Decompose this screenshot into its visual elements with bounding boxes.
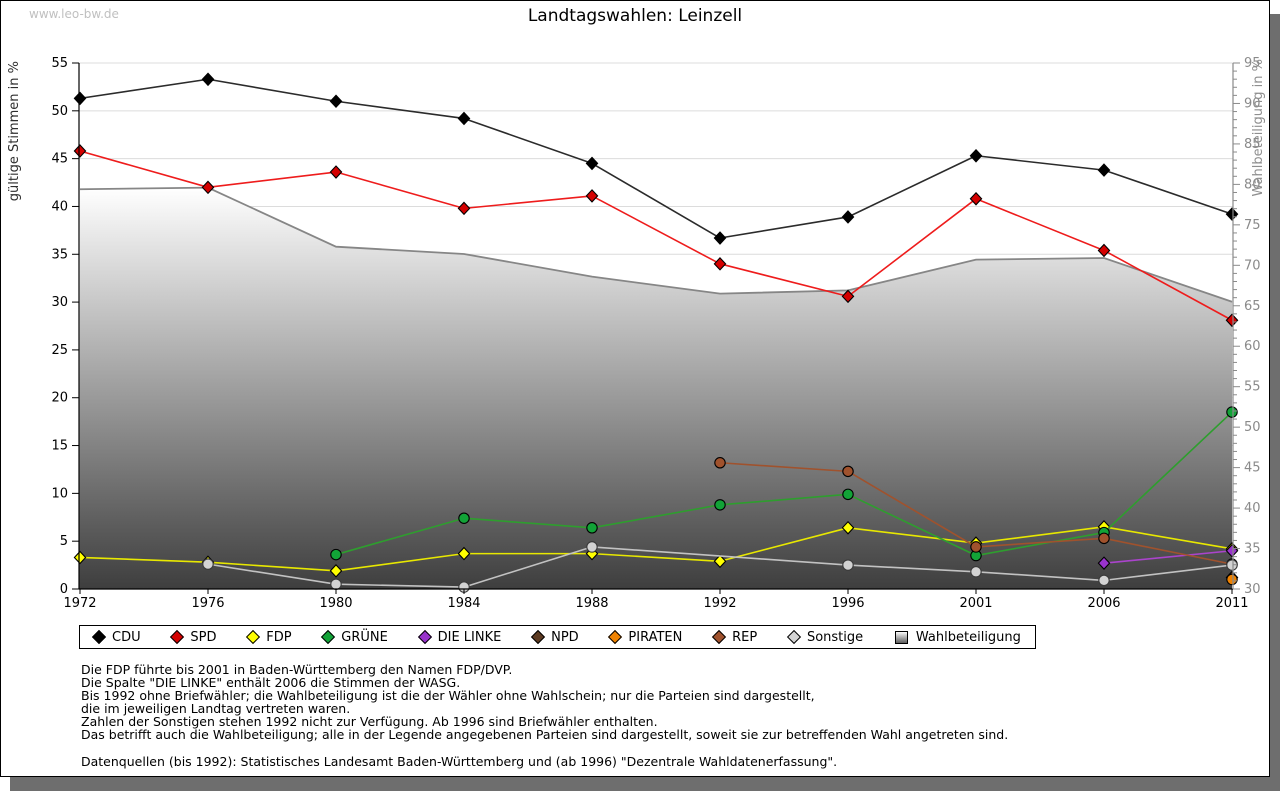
legend-label: PIRATEN (628, 629, 683, 645)
legend-item-cdu: CDU (91, 629, 141, 645)
legend-item-wahlbeteiligung: Wahlbeteiligung (894, 629, 1021, 645)
svg-text:40: 40 (1244, 501, 1261, 516)
svg-text:35: 35 (1244, 542, 1261, 557)
footnote-line: die im jeweiligen Landtag vertreten ware… (81, 701, 351, 717)
footnote-line: Zahlen der Sonstigen stehen 1992 nicht z… (81, 714, 658, 730)
svg-text:20: 20 (51, 391, 68, 406)
legend-label: FDP (266, 629, 292, 645)
legend-marker-icon (608, 629, 623, 645)
svg-text:2001: 2001 (959, 596, 992, 611)
svg-text:1984: 1984 (447, 596, 480, 611)
legend-marker-icon (786, 629, 802, 645)
legend-item-sonstige: Sonstige (786, 629, 864, 645)
svg-text:55: 55 (51, 56, 68, 71)
legend-label: Sonstige (806, 629, 864, 645)
svg-text:2006: 2006 (1087, 596, 1120, 611)
svg-text:50: 50 (1244, 420, 1261, 435)
footnote-line: Bis 1992 ohne Briefwähler; die Wahlbetei… (81, 688, 815, 704)
legend-label: NPD (551, 629, 579, 645)
svg-text:0: 0 (60, 582, 68, 597)
svg-text:10: 10 (51, 486, 68, 501)
legend-marker-icon (246, 629, 261, 645)
left-axis-title: gültige Stimmen in % (7, 61, 22, 202)
svg-text:50: 50 (51, 104, 68, 119)
svg-text:30: 30 (51, 295, 68, 310)
svg-text:60: 60 (1244, 339, 1261, 354)
svg-text:40: 40 (51, 199, 68, 214)
footnote-line: Das betrifft auch die Wahlbeteiligung; a… (81, 727, 1009, 743)
legend-label: Wahlbeteiligung (915, 629, 1021, 645)
series-grüne (330, 406, 1238, 562)
legend-marker-icon (91, 629, 107, 645)
series-die-linke (1097, 543, 1239, 570)
legend-item-npd: NPD (531, 629, 579, 645)
legend-item-spd: SPD (170, 629, 217, 645)
legend-marker-icon (531, 629, 546, 645)
svg-text:5: 5 (60, 534, 68, 549)
svg-text:2011: 2011 (1215, 596, 1248, 611)
series-spd (73, 144, 1239, 328)
wahlbeteiligung-area (79, 187, 1232, 590)
right-y-axis: 30 35 40 45 50 55 60 65 70 75 80 85 90 95 (1232, 56, 1261, 597)
legend-label: SPD (190, 629, 217, 645)
svg-text:90: 90 (1244, 96, 1261, 111)
series-piraten (1226, 573, 1238, 586)
watermark: www.leo-bw.de (29, 7, 119, 21)
legend-label: GRÜNE (341, 629, 388, 645)
legend-label: CDU (112, 629, 141, 645)
right-axis-title: Wahlbeteiligung in % (1251, 59, 1266, 197)
svg-text:1988: 1988 (575, 596, 608, 611)
svg-text:1992: 1992 (703, 596, 736, 611)
svg-text:75: 75 (1244, 218, 1261, 233)
svg-text:55: 55 (1244, 380, 1261, 395)
svg-text:1980: 1980 (319, 596, 352, 611)
x-axis: 1972 1976 1980 1984 1988 1992 1996 2001 2006 2011 (63, 588, 1249, 611)
legend-label: DIE LINKE (437, 629, 502, 645)
series-cdu (73, 72, 1239, 245)
legend-marker-icon (894, 630, 908, 644)
footnote-line: Die Spalte "DIE LINKE" enthält 2006 die … (81, 675, 461, 691)
legend-marker-icon (712, 629, 727, 645)
legend-marker-icon (321, 629, 336, 645)
svg-text:1996: 1996 (831, 596, 864, 611)
legend: CDU SPD FDP GRÜNE DIE LINKE NPD PIRATEN REP Sons… (79, 625, 1036, 649)
legend-item-rep: REP (712, 629, 758, 645)
svg-text:1972: 1972 (63, 596, 96, 611)
svg-text:70: 70 (1244, 258, 1261, 273)
footnote-line: Die FDP führte bis 2001 in Baden-Württem… (81, 662, 513, 677)
svg-text:45: 45 (51, 152, 68, 167)
legend-item-grüne: GRÜNE (321, 629, 388, 645)
svg-text:65: 65 (1244, 299, 1261, 314)
legend-label: REP (732, 629, 758, 645)
svg-text:85: 85 (1244, 137, 1261, 152)
series-wahlbeteiligung (79, 186, 1233, 590)
footnotes: Die FDP führte bis 2001 in Baden-Württem… (81, 663, 1008, 742)
legend-item-die-linke: DIE LINKE (417, 629, 502, 645)
legend-marker-icon (417, 629, 432, 645)
chart-page: www.leo-bw.de Landtagswahlen: Leinzell 1… (0, 0, 1270, 777)
left-y-axis: 0 5 10 15 20 25 30 35 40 45 50 55 (51, 56, 80, 597)
legend-item-piraten: PIRATEN (608, 629, 683, 645)
svg-text:95: 95 (1244, 56, 1261, 71)
data-source-note: Datenquellen (bis 1992): Statistisches L… (81, 754, 838, 769)
series-sonstige (202, 541, 1238, 593)
svg-text:25: 25 (51, 343, 68, 358)
svg-text:45: 45 (1244, 461, 1261, 476)
legend-item-fdp: FDP (246, 629, 292, 645)
svg-text:35: 35 (51, 247, 68, 262)
svg-text:15: 15 (51, 439, 68, 454)
chart-svg: 1972 1976 1980 1984 1988 1992 1996 2001 2006 2011… (51, 56, 1261, 611)
svg-text:1976: 1976 (191, 596, 224, 611)
page-title: Landtagswahlen: Leinzell (527, 6, 743, 26)
legend-marker-icon (170, 629, 185, 645)
svg-text:80: 80 (1244, 177, 1261, 192)
chart-plot-area: 1972 1976 1980 1984 1988 1992 1996 2001 2006 2011… (1, 1, 1269, 613)
svg-text:30: 30 (1244, 582, 1261, 597)
